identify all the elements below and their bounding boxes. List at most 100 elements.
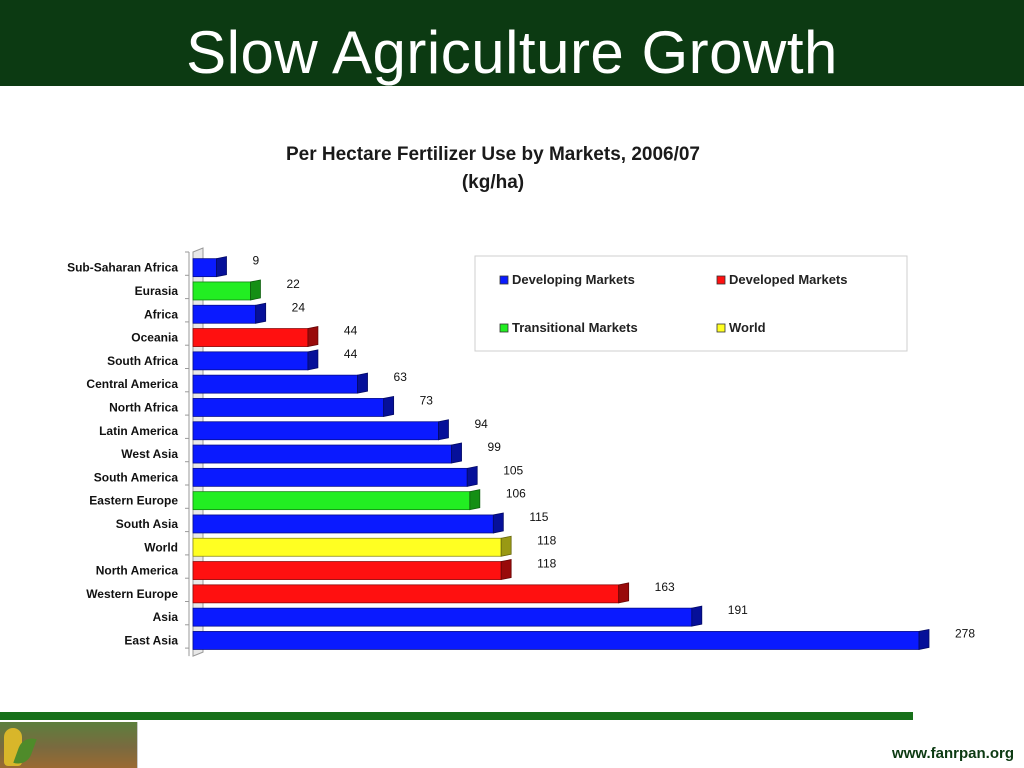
- category-label: South Asia: [116, 517, 179, 531]
- chart-title: Per Hectare Fertilizer Use by Markets, 2…: [286, 144, 700, 165]
- legend-frame: [474, 255, 908, 352]
- legend-label: World: [729, 320, 766, 335]
- bar-side: [469, 489, 481, 511]
- chart-legend: Developing Markets Developed Markets Trans…: [474, 255, 908, 352]
- bar-central-america: [192, 372, 368, 394]
- legend-swatch: [499, 275, 509, 285]
- bar-side: [500, 559, 512, 581]
- chart-labels: Sub-Saharan Africa 9 Eurasia 22 Africa 24 Ocea…: [67, 254, 975, 648]
- bar-front: [192, 304, 257, 324]
- bar-side: [307, 326, 319, 348]
- category-label: Oceania: [131, 331, 178, 345]
- value-label: 73: [420, 393, 434, 407]
- bar-north-america: [192, 559, 512, 581]
- legend-swatch: [499, 323, 509, 333]
- legend-label: Transitional Markets: [512, 320, 638, 335]
- bar-side: [250, 279, 261, 301]
- chart-bars: [192, 256, 930, 650]
- bar-side: [691, 605, 703, 627]
- bar-south-asia: [192, 512, 504, 534]
- category-label: South Africa: [107, 354, 178, 368]
- value-label: 278: [955, 626, 975, 640]
- value-label: 106: [506, 487, 526, 501]
- bar-east-asia: [192, 628, 930, 650]
- value-label: 22: [286, 277, 300, 291]
- bar-latin-america: [192, 419, 449, 441]
- category-label: South America: [94, 470, 179, 484]
- bar-front: [192, 281, 251, 301]
- category-label: Sub-Saharan Africa: [67, 261, 178, 275]
- bar-side: [307, 349, 319, 371]
- bar-front: [192, 421, 439, 441]
- bar-side: [438, 419, 449, 441]
- footer-url[interactable]: www.fanrpan.org: [892, 745, 1014, 762]
- category-label: North America: [96, 564, 179, 578]
- value-label: 63: [394, 370, 408, 384]
- bar-front: [192, 444, 452, 464]
- bar-front: [192, 607, 693, 627]
- value-label: 191: [728, 603, 748, 617]
- category-label: Central America: [86, 377, 178, 391]
- bar-front: [192, 467, 468, 487]
- legend-item-developed-markets: Developed Markets: [716, 272, 848, 287]
- bar-side: [492, 512, 504, 534]
- bar-front: [192, 398, 385, 417]
- bar-front: [192, 491, 471, 511]
- bar-front: [192, 374, 358, 394]
- bar-front: [192, 328, 309, 347]
- bar-south-africa: [192, 349, 319, 371]
- bar-eastern-europe: [192, 489, 481, 511]
- bar-front: [192, 561, 502, 580]
- bar-south-america: [192, 465, 478, 487]
- category-label: North Africa: [109, 400, 178, 414]
- bar-oceania: [192, 326, 319, 348]
- category-label: Latin America: [99, 424, 178, 438]
- bar-side: [500, 535, 512, 557]
- legend-item-transitional-markets: Transitional Markets: [499, 320, 638, 335]
- bar-front: [192, 514, 494, 534]
- bar-front: [192, 584, 620, 604]
- bar-side: [618, 582, 630, 604]
- chart-subtitle: (kg/ha): [462, 172, 524, 193]
- bar-north-africa: [192, 395, 395, 417]
- bar-front: [192, 351, 309, 371]
- value-label: 9: [253, 254, 260, 268]
- category-label: Eastern Europe: [89, 494, 178, 508]
- bar-side: [216, 256, 227, 278]
- bar-side: [383, 395, 395, 417]
- category-label: Africa: [144, 307, 178, 321]
- legend-swatch: [716, 275, 726, 285]
- value-label: 118: [537, 557, 556, 571]
- category-label: Eurasia: [135, 284, 179, 298]
- title-bar: Slow Agriculture Growth: [0, 0, 1024, 86]
- slide-title: Slow Agriculture Growth: [186, 19, 838, 86]
- bar-eurasia: [192, 279, 261, 301]
- value-label: 118: [537, 533, 556, 547]
- category-label: Asia: [153, 610, 179, 624]
- bar-front: [192, 537, 502, 557]
- bar-asia: [192, 605, 703, 627]
- value-label: 99: [488, 440, 502, 454]
- legend-label: Developing Markets: [512, 272, 635, 287]
- bar-western-europe: [192, 582, 630, 604]
- bar-west-asia: [192, 442, 462, 464]
- value-label: 24: [292, 300, 306, 314]
- value-label: 94: [474, 417, 488, 431]
- bar-africa: [192, 302, 267, 324]
- fanrpan-logo: [0, 722, 138, 768]
- category-label: World: [144, 540, 178, 554]
- value-label: 44: [344, 324, 358, 338]
- value-label: 105: [503, 463, 523, 477]
- bar-side: [918, 628, 930, 650]
- bar-side: [466, 465, 478, 487]
- category-label: West Asia: [121, 447, 178, 461]
- legend-swatch: [716, 323, 726, 333]
- footer-line: [0, 712, 913, 720]
- bar-side: [255, 302, 267, 324]
- category-label: Western Europe: [86, 587, 178, 601]
- bar-front: [192, 631, 920, 650]
- category-label: East Asia: [124, 633, 178, 647]
- value-label: 115: [529, 510, 548, 524]
- legend-item-world: World: [716, 320, 766, 335]
